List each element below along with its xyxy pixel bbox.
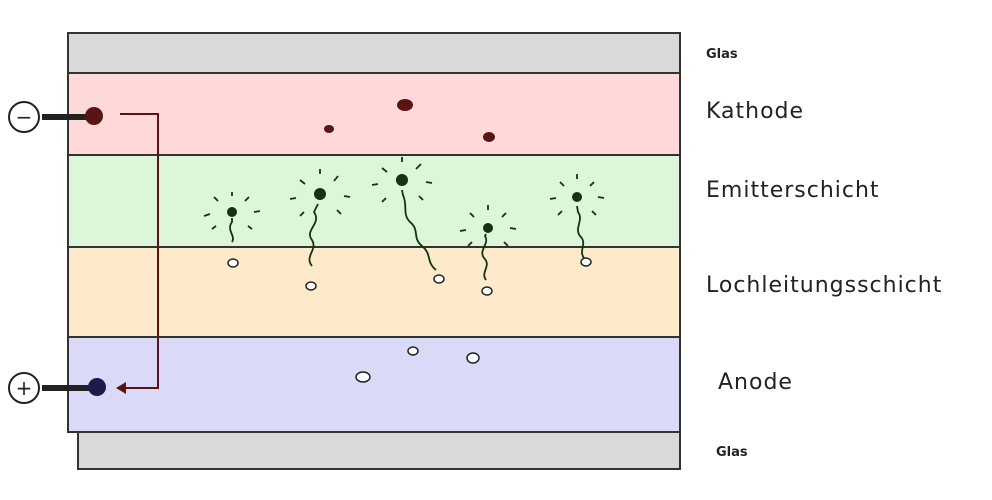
emitter-particle [227, 207, 237, 217]
hole [433, 274, 445, 284]
negative-terminal-dot [85, 107, 103, 125]
emission-events [203, 157, 605, 281]
glow-rays [549, 174, 605, 216]
emission-path [481, 233, 488, 281]
emission-event [371, 157, 437, 271]
label-emitter: Emitterschicht [706, 178, 880, 203]
label-hole-transport: Lochleitungsschicht [706, 273, 942, 298]
electron [397, 99, 413, 111]
layer-glass-top [67, 32, 681, 74]
layer-hole-transport [67, 246, 681, 338]
hole [580, 257, 592, 267]
positive-terminal-dot [88, 378, 106, 396]
circuit-wire [120, 113, 159, 389]
glow-rays [289, 169, 351, 217]
emitter-particle [314, 188, 326, 200]
hole [305, 281, 317, 291]
emission-event [203, 192, 261, 243]
emitter-particle [572, 192, 582, 202]
label-glass-top: Glas [706, 47, 738, 62]
emission-path [401, 189, 437, 271]
emission-event [289, 169, 351, 267]
hole [481, 286, 493, 296]
hole [466, 352, 480, 364]
anode-holes [355, 346, 480, 383]
emission-path [308, 203, 319, 267]
layer-anode [67, 336, 681, 433]
layer-glass-bottom [77, 431, 681, 470]
positive-terminal-symbol [8, 372, 40, 404]
label-anode: Anode [718, 370, 793, 395]
emitter-particle [483, 223, 493, 233]
glow-rays [203, 192, 261, 230]
hole [407, 346, 419, 356]
emission-path [576, 205, 585, 259]
hole [355, 371, 371, 383]
electron [483, 132, 495, 142]
label-glass-bottom: Glas [716, 445, 748, 460]
emission-event [459, 205, 517, 281]
layer-emitter [67, 154, 681, 248]
negative-terminal-symbol [8, 101, 40, 133]
hole [227, 258, 239, 268]
label-cathode: Kathode [706, 99, 804, 124]
layer-cathode [67, 72, 681, 156]
hole-transport-holes [227, 257, 592, 296]
emission-path [229, 218, 234, 243]
glow-rays [459, 205, 517, 247]
positive-terminal-sign: + [16, 376, 33, 400]
cathode-electrons [324, 99, 495, 142]
emitter-particle [396, 174, 408, 186]
emission-event [549, 174, 605, 259]
wire-arrowhead [116, 382, 126, 394]
glow-rays [371, 157, 433, 203]
negative-terminal-sign: − [16, 105, 33, 129]
electron [324, 125, 334, 133]
